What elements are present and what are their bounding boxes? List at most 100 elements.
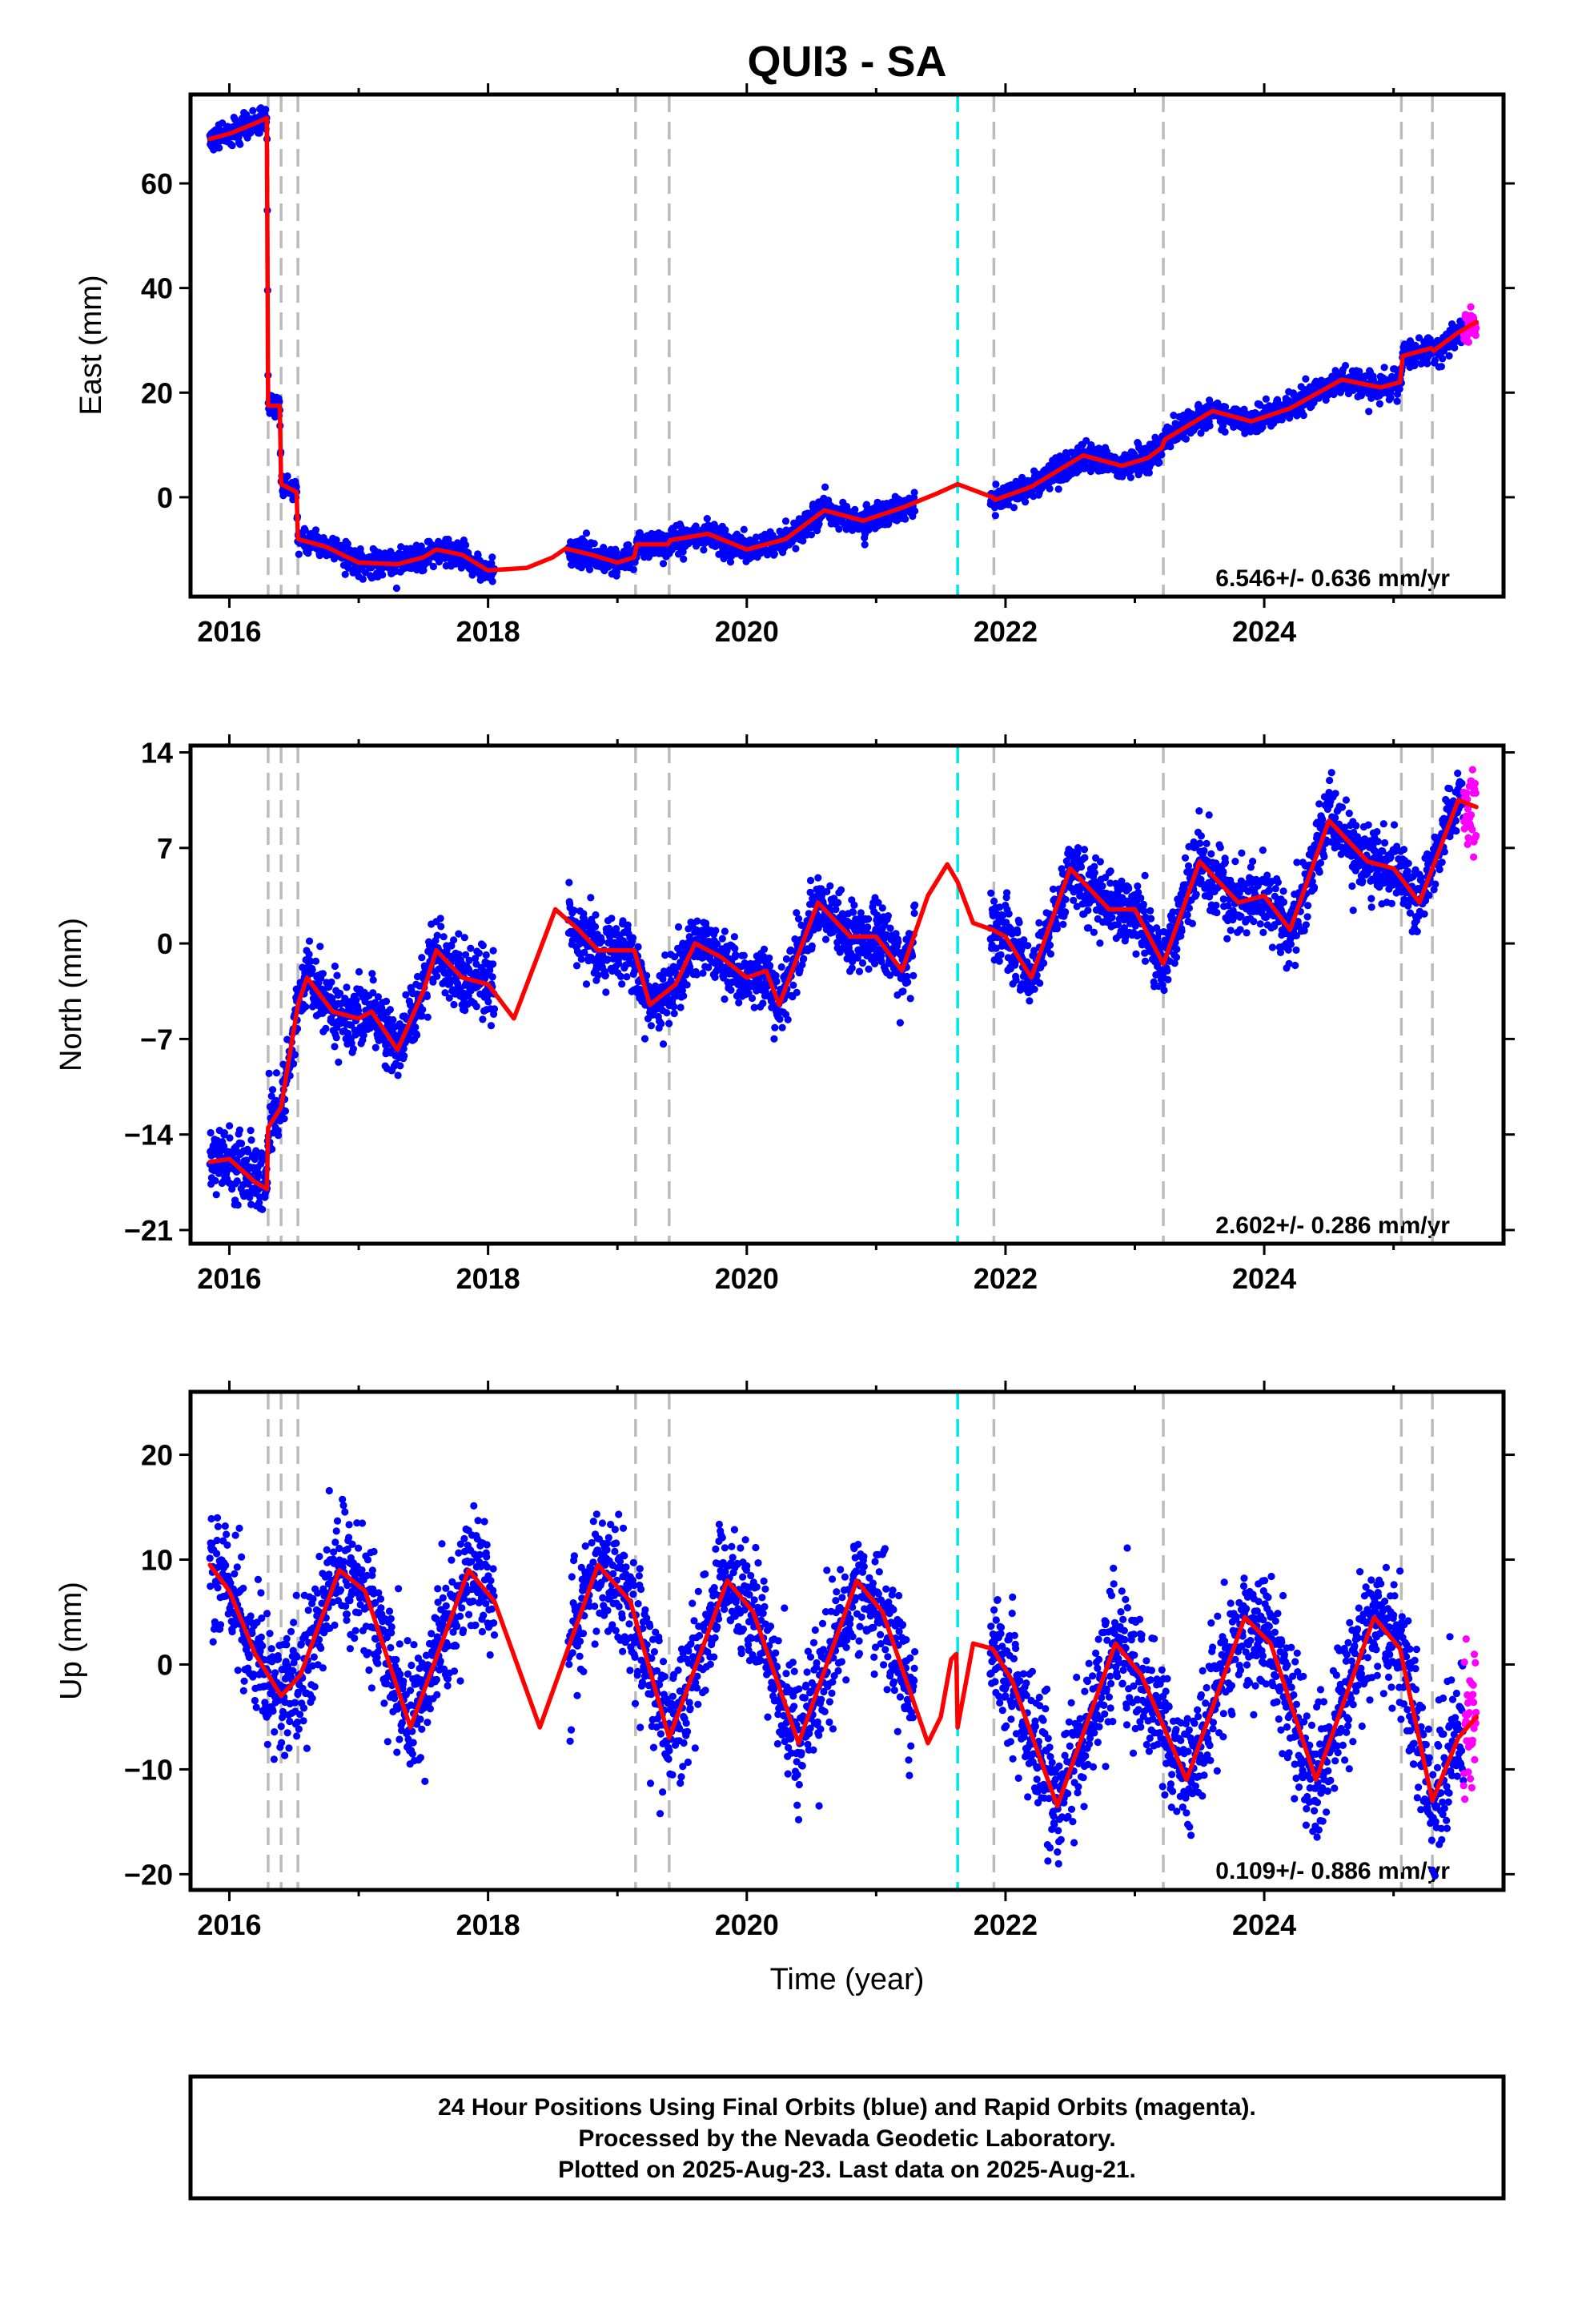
final-orbit-point <box>472 955 480 963</box>
final-orbit-point <box>402 991 410 999</box>
north-panel: North (mm) 2.602+/- 0.286 mm/yr 2016 2018… <box>54 734 1515 1295</box>
final-orbit-point <box>612 548 620 556</box>
final-orbit-point <box>604 955 612 963</box>
final-orbit-point <box>680 992 688 1000</box>
final-orbit-point <box>597 937 606 945</box>
final-orbit-point <box>659 1040 668 1048</box>
final-orbit-point <box>1423 360 1431 368</box>
final-orbit-point <box>219 119 227 127</box>
final-orbit-point <box>884 912 892 920</box>
final-orbit-point <box>255 129 263 137</box>
final-orbit-point <box>628 934 637 942</box>
final-orbit-point <box>850 901 858 909</box>
final-orbit-point <box>355 967 363 976</box>
final-orbit-point <box>678 987 687 995</box>
final-orbit-point <box>268 1086 277 1094</box>
north-axis-label: North (mm) <box>54 918 88 1072</box>
final-orbit-point <box>1158 451 1166 459</box>
final-orbit-point <box>881 921 889 929</box>
final-orbit-point <box>849 908 857 916</box>
final-orbit-point <box>858 959 867 967</box>
final-orbit-point <box>392 584 400 593</box>
final-orbit-point <box>793 909 801 917</box>
final-orbit-point <box>1166 443 1174 451</box>
final-orbit-point <box>894 938 902 946</box>
final-orbit-point <box>711 973 719 981</box>
final-orbit-point <box>336 989 344 998</box>
final-orbit-point <box>378 1004 386 1012</box>
final-orbit-point <box>244 1148 252 1156</box>
final-orbit-point <box>861 541 869 549</box>
final-orbit-point <box>291 1051 299 1059</box>
final-orbit-point <box>864 923 872 931</box>
final-orbit-point <box>848 964 856 972</box>
final-orbit-point <box>445 994 453 1002</box>
final-orbit-point <box>308 966 316 974</box>
final-orbit-point <box>382 997 391 1005</box>
final-orbit-point <box>834 899 842 907</box>
final-orbit-point <box>356 545 364 553</box>
final-orbit-point <box>776 1015 784 1023</box>
final-orbit-point <box>265 1069 273 1077</box>
east-panel: East (mm) 6.546+/- 0.636 mm/yr 2016 2018 2… <box>74 83 1515 648</box>
x-tick-label: 2018 <box>456 615 520 648</box>
final-orbit-point <box>322 1024 330 1032</box>
final-orbit-point <box>1145 468 1153 477</box>
final-orbit-point <box>429 562 438 571</box>
final-orbit-point <box>814 924 822 932</box>
final-orbit-point <box>853 954 861 962</box>
y-tick-label: 0 <box>157 481 173 514</box>
final-orbit-point <box>735 999 743 1007</box>
final-orbit-point <box>750 1003 758 1011</box>
final-orbit-point <box>295 550 303 558</box>
y-tick-label: 60 <box>141 167 173 200</box>
final-orbit-point <box>347 1039 355 1047</box>
final-orbit-point <box>369 976 377 984</box>
final-orbit-point <box>835 525 843 533</box>
final-orbit-point <box>275 1132 283 1140</box>
final-orbit-point <box>665 1019 673 1027</box>
final-orbit-point <box>873 911 881 919</box>
final-orbit-point <box>226 1122 234 1130</box>
final-orbit-point <box>490 1005 499 1013</box>
final-orbit-point <box>332 1034 340 1042</box>
final-orbit-point <box>433 972 441 980</box>
rapid-orbit-point <box>1472 324 1480 332</box>
final-orbit-point <box>1221 428 1229 436</box>
final-orbit-point <box>592 911 600 919</box>
final-orbit-point <box>1010 504 1018 512</box>
final-orbit-point <box>587 894 595 902</box>
final-orbit-point <box>316 943 324 951</box>
final-orbit-point <box>394 1072 402 1080</box>
final-orbit-point <box>1341 361 1350 370</box>
final-orbit-point <box>238 1140 246 1148</box>
final-orbit-point <box>1387 394 1395 402</box>
final-orbit-point <box>705 963 713 971</box>
final-orbit-point <box>703 515 711 523</box>
final-orbit-point <box>1182 435 1190 443</box>
final-orbit-point <box>781 517 790 525</box>
final-orbit-point <box>455 951 463 959</box>
final-orbit-point <box>837 886 845 894</box>
final-orbit-point <box>450 936 458 944</box>
final-orbit-point <box>1380 364 1388 372</box>
final-orbit-point <box>396 1062 404 1070</box>
final-orbit-point <box>461 1007 469 1015</box>
final-orbit-point <box>591 923 600 931</box>
final-orbit-point <box>1046 485 1054 493</box>
final-orbit-point <box>1302 375 1310 383</box>
final-orbit-point <box>1330 390 1338 399</box>
final-orbit-point <box>821 483 829 491</box>
final-orbit-point <box>417 542 425 550</box>
final-orbit-point <box>1087 441 1095 449</box>
east-axis-label: East (mm) <box>74 275 108 415</box>
final-orbit-point <box>615 959 623 967</box>
final-orbit-point <box>234 1201 242 1209</box>
final-orbit-point <box>602 988 610 996</box>
final-orbit-point <box>792 545 800 553</box>
final-orbit-point <box>247 1127 255 1135</box>
x-tick-label: 2016 <box>197 615 261 648</box>
final-orbit-point <box>624 541 632 549</box>
final-orbit-point <box>815 520 823 528</box>
final-orbit-point <box>1415 334 1423 342</box>
